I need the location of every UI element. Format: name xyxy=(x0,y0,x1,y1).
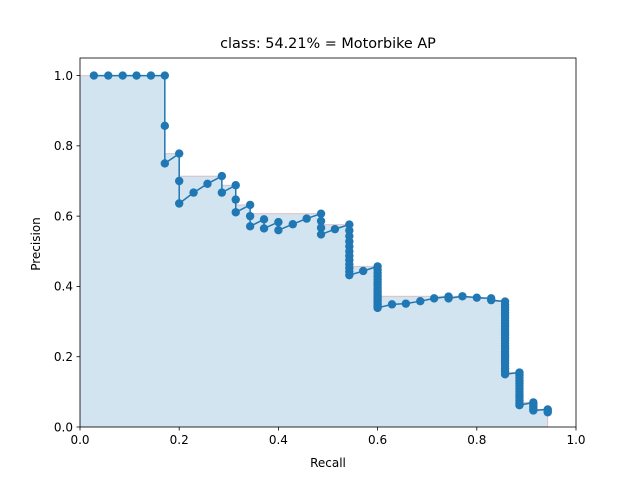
data-point xyxy=(302,214,311,223)
data-point xyxy=(274,217,283,227)
data-point xyxy=(245,211,255,221)
data-point xyxy=(175,176,184,186)
data-point xyxy=(203,179,212,189)
data-point xyxy=(245,222,255,231)
data-point xyxy=(543,408,552,417)
data-point xyxy=(416,296,425,306)
data-point xyxy=(515,401,524,410)
data-point xyxy=(189,188,198,197)
data-point xyxy=(231,195,240,204)
data-point xyxy=(160,159,170,168)
plot-area xyxy=(79,71,552,428)
data-point xyxy=(231,208,240,217)
data-point xyxy=(401,299,411,308)
y-axis-label: Precision xyxy=(29,217,43,271)
data-point xyxy=(316,209,326,218)
data-point xyxy=(345,220,354,229)
x-tick-label: 0.8 xyxy=(467,433,486,447)
data-point xyxy=(146,71,156,80)
y-tick-label: 1.0 xyxy=(54,69,73,83)
data-point xyxy=(175,149,184,158)
data-point xyxy=(345,270,354,280)
data-point xyxy=(500,370,510,379)
data-point xyxy=(373,303,382,313)
data-point xyxy=(472,293,481,302)
data-point xyxy=(444,294,453,303)
data-point xyxy=(359,266,368,276)
data-point xyxy=(274,226,283,235)
data-point xyxy=(160,121,170,131)
data-point xyxy=(429,294,439,303)
data-point xyxy=(160,71,170,80)
axes-frame xyxy=(79,57,577,428)
data-point xyxy=(288,220,297,229)
data-point xyxy=(316,230,326,239)
data-point xyxy=(217,171,227,181)
data-point xyxy=(259,224,269,233)
data-point xyxy=(104,71,113,80)
chart-title: class: 54.21% = Motorbike AP xyxy=(220,36,436,52)
x-tick-label: 1.0 xyxy=(566,433,585,447)
x-tick-label: 0.0 xyxy=(70,433,89,447)
data-point xyxy=(330,224,340,234)
data-point xyxy=(217,188,227,197)
data-point xyxy=(458,292,467,301)
data-point xyxy=(486,295,496,305)
data-point xyxy=(245,200,255,210)
data-point xyxy=(175,199,184,208)
y-tick-label: 0.2 xyxy=(54,350,73,364)
data-point xyxy=(118,71,127,80)
data-point xyxy=(387,300,397,309)
x-tick-label: 0.2 xyxy=(170,433,189,447)
x-tick-label: 0.4 xyxy=(269,433,288,447)
axes: 0.0 0.2 0.4 0.6 0.8 1.0 0.0 0.2 0.4 0.6 0.8 1.0 xyxy=(54,57,586,447)
data-point xyxy=(529,406,538,415)
data-point xyxy=(231,181,240,190)
x-axis-label: Recall xyxy=(310,456,346,470)
x-tick-label: 0.6 xyxy=(368,433,387,447)
data-point xyxy=(259,215,269,224)
data-point xyxy=(316,223,326,232)
y-tick-label: 0.4 xyxy=(54,280,73,294)
data-point xyxy=(89,71,99,80)
y-tick-label: 0.6 xyxy=(54,209,73,223)
y-tick-label: 0.8 xyxy=(54,139,73,153)
y-tick-label: 0.0 xyxy=(54,420,73,434)
data-point xyxy=(132,71,141,80)
data-point xyxy=(316,216,326,226)
